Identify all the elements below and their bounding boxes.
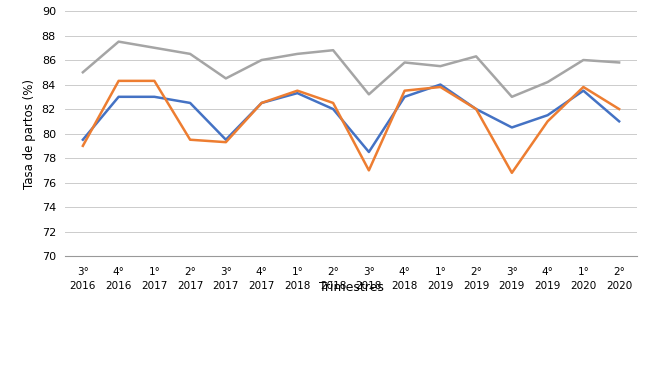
Ciclos 3 a 6 bbox=[150, 45, 159, 50]
Ciclos 3 a 6 bbox=[472, 54, 480, 59]
Line: Ciclo 1: Ciclo 1 bbox=[83, 85, 619, 152]
Ciclo 2 bbox=[615, 107, 623, 111]
Ciclos 3 a 6 bbox=[79, 70, 87, 74]
Text: 2019: 2019 bbox=[463, 281, 489, 291]
Ciclo 2 bbox=[114, 79, 122, 83]
Ciclos 3 a 6 bbox=[294, 52, 302, 56]
Ciclo 2 bbox=[222, 140, 230, 144]
Ciclo 1 bbox=[580, 89, 588, 93]
Ciclo 2 bbox=[472, 107, 480, 111]
Y-axis label: Tasa de partos (%): Tasa de partos (%) bbox=[23, 79, 36, 188]
Ciclo 1 bbox=[543, 113, 551, 117]
Ciclo 2 bbox=[79, 143, 87, 148]
Ciclo 1 bbox=[222, 138, 230, 142]
Ciclos 3 a 6 bbox=[329, 48, 337, 52]
Ciclo 1 bbox=[294, 91, 302, 95]
Ciclo 1 bbox=[365, 150, 373, 154]
Text: 4°: 4° bbox=[398, 267, 411, 277]
Ciclo 1 bbox=[508, 125, 516, 130]
Text: 2017: 2017 bbox=[248, 281, 275, 291]
Ciclo 1 bbox=[79, 138, 87, 142]
Ciclo 2 bbox=[543, 119, 551, 123]
Text: 3°: 3° bbox=[363, 267, 375, 277]
X-axis label: Trimestres: Trimestres bbox=[318, 281, 384, 294]
Line: Ciclo 2: Ciclo 2 bbox=[83, 81, 619, 173]
Ciclo 2 bbox=[365, 168, 373, 172]
Text: 3°: 3° bbox=[77, 267, 89, 277]
Text: 2°: 2° bbox=[613, 267, 625, 277]
Ciclo 1 bbox=[114, 94, 122, 99]
Ciclo 1 bbox=[437, 82, 445, 87]
Text: 4°: 4° bbox=[255, 267, 268, 277]
Ciclo 2 bbox=[437, 85, 445, 89]
Ciclos 3 a 6 bbox=[400, 60, 409, 65]
Text: 2°: 2° bbox=[470, 267, 482, 277]
Text: 2018: 2018 bbox=[320, 281, 346, 291]
Text: 1°: 1° bbox=[291, 267, 304, 277]
Ciclo 2 bbox=[294, 89, 302, 93]
Text: 4°: 4° bbox=[112, 267, 125, 277]
Ciclos 3 a 6 bbox=[543, 80, 551, 84]
Ciclo 1 bbox=[186, 101, 194, 105]
Text: 2020: 2020 bbox=[570, 281, 597, 291]
Text: 2019: 2019 bbox=[499, 281, 525, 291]
Ciclo 2 bbox=[580, 85, 588, 89]
Ciclo 1 bbox=[615, 119, 623, 123]
Ciclo 2 bbox=[329, 101, 337, 105]
Ciclos 3 a 6 bbox=[222, 76, 230, 81]
Ciclo 1 bbox=[329, 107, 337, 111]
Text: 1°: 1° bbox=[434, 267, 447, 277]
Ciclos 3 a 6 bbox=[508, 94, 516, 99]
Text: 2018: 2018 bbox=[391, 281, 418, 291]
Text: 2016: 2016 bbox=[105, 281, 132, 291]
Ciclo 1 bbox=[150, 94, 159, 99]
Ciclo 2 bbox=[508, 171, 516, 175]
Text: 3°: 3° bbox=[506, 267, 518, 277]
Text: 2020: 2020 bbox=[606, 281, 632, 291]
Text: 4°: 4° bbox=[541, 267, 554, 277]
Ciclos 3 a 6 bbox=[437, 64, 445, 68]
Text: 2017: 2017 bbox=[141, 281, 168, 291]
Text: 1°: 1° bbox=[148, 267, 161, 277]
Text: 2018: 2018 bbox=[356, 281, 382, 291]
Ciclos 3 a 6 bbox=[257, 58, 266, 62]
Line: Ciclos 3 a 6: Ciclos 3 a 6 bbox=[83, 42, 619, 97]
Text: 2017: 2017 bbox=[177, 281, 203, 291]
Ciclos 3 a 6 bbox=[580, 58, 588, 62]
Ciclo 2 bbox=[400, 89, 409, 93]
Ciclo 2 bbox=[257, 101, 266, 105]
Ciclo 1 bbox=[400, 94, 409, 99]
Text: 2017: 2017 bbox=[213, 281, 239, 291]
Ciclo 2 bbox=[186, 138, 194, 142]
Ciclo 1 bbox=[257, 101, 266, 105]
Text: 3°: 3° bbox=[220, 267, 232, 277]
Text: 2°: 2° bbox=[184, 267, 196, 277]
Text: 2019: 2019 bbox=[534, 281, 561, 291]
Text: 1°: 1° bbox=[577, 267, 590, 277]
Text: 2019: 2019 bbox=[427, 281, 454, 291]
Ciclo 2 bbox=[150, 79, 159, 83]
Text: 2018: 2018 bbox=[284, 281, 311, 291]
Text: 2°: 2° bbox=[327, 267, 339, 277]
Ciclos 3 a 6 bbox=[186, 52, 194, 56]
Ciclos 3 a 6 bbox=[615, 60, 623, 65]
Ciclos 3 a 6 bbox=[365, 92, 373, 97]
Text: 2016: 2016 bbox=[70, 281, 96, 291]
Ciclo 1 bbox=[472, 107, 480, 111]
Ciclos 3 a 6 bbox=[114, 40, 122, 44]
